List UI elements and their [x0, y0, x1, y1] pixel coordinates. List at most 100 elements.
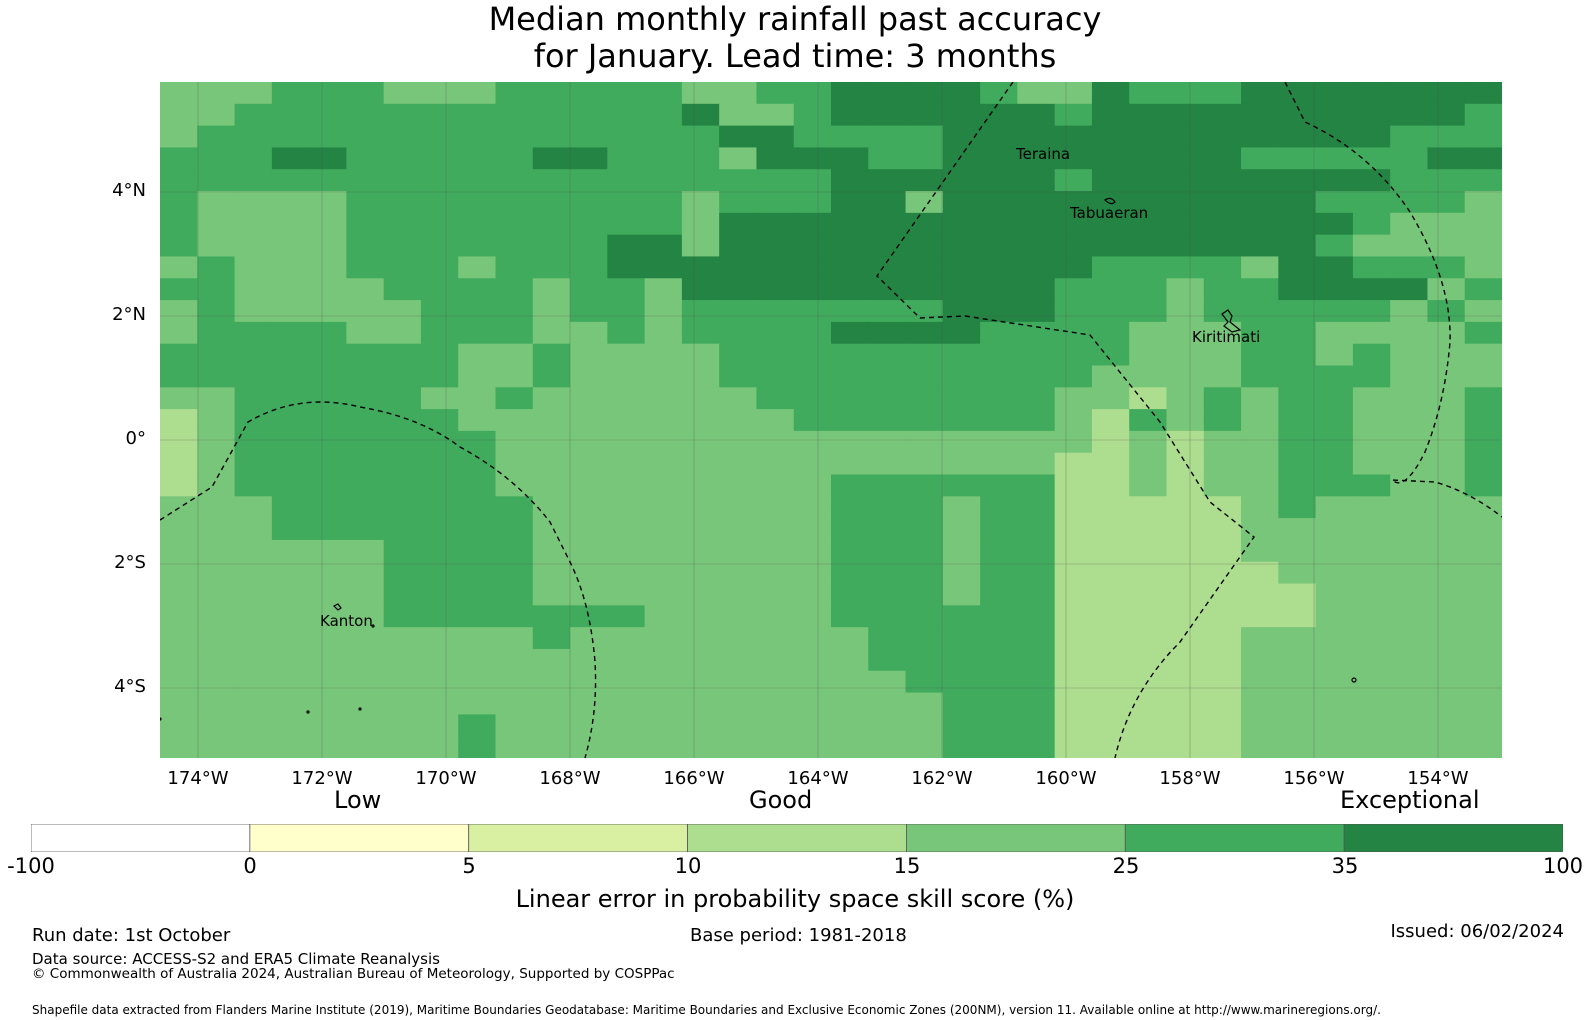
grid-cell [1091, 147, 1130, 170]
grid-cell [197, 496, 236, 519]
grid-cell [831, 736, 869, 758]
grid-cell [532, 212, 571, 236]
grid-cell [1427, 539, 1466, 563]
grid-cell [1352, 321, 1391, 345]
grid-cell [1352, 648, 1391, 672]
grid-cell [1203, 125, 1242, 149]
grid-cell [532, 256, 571, 279]
chart-title-line1: Median monthly rainfall past accuracy [488, 0, 1102, 38]
grid-cell [309, 736, 347, 758]
grid-cell [570, 82, 608, 105]
grid-cell [1315, 452, 1354, 476]
grid-cell [570, 256, 608, 279]
grid-cell [868, 736, 907, 758]
grid-cell [234, 409, 273, 432]
grid-cell [905, 714, 944, 737]
grid-cell [570, 670, 608, 694]
grid-cell [1427, 583, 1466, 606]
grid-cell [309, 300, 347, 323]
grid-cell [831, 212, 869, 236]
grid-cell [458, 300, 497, 323]
grid-cell [271, 300, 310, 323]
grid-cell [234, 474, 273, 497]
grid-cell [495, 103, 534, 127]
grid-cell [458, 605, 497, 628]
grid-cell [420, 365, 459, 388]
grid-cell [1352, 234, 1391, 258]
grid-cell [942, 714, 981, 737]
grid-cell [607, 300, 646, 323]
grid-cell [1352, 474, 1391, 497]
grid-cell [719, 103, 758, 127]
grid-cell [234, 103, 273, 127]
grid-cell [756, 191, 795, 214]
grid-cell [160, 343, 198, 367]
grid-cell [309, 169, 347, 192]
grid-cell [532, 714, 571, 737]
grid-cell [1017, 278, 1056, 301]
grid-cell [681, 583, 720, 606]
grid-cell [458, 234, 497, 258]
grid-cell [495, 191, 534, 214]
grid-cell [756, 343, 795, 367]
grid-cell [271, 234, 310, 258]
grid-cell [1241, 430, 1279, 454]
grid-cell [1054, 496, 1093, 519]
grid-cell [458, 736, 497, 758]
grid-cell [1166, 82, 1205, 105]
grid-cell [309, 321, 347, 345]
grid-cell [1166, 147, 1205, 170]
grid-cell [1129, 321, 1168, 345]
grid-cell [980, 561, 1018, 585]
grid-cell [1017, 234, 1056, 258]
grid-cell [1203, 387, 1242, 410]
colorbar-label-low: Low [334, 786, 382, 814]
grid-cell [1017, 82, 1056, 105]
grid-cell [197, 714, 236, 737]
grid-cell [868, 430, 907, 454]
grid-cell [532, 648, 571, 672]
grid-cell [383, 496, 422, 519]
grid-cell [1166, 670, 1205, 694]
grid-cell [1241, 736, 1279, 758]
grid-cell [1241, 518, 1279, 541]
grid-cell [160, 518, 198, 541]
grid-cell [160, 648, 198, 672]
grid-cell [1017, 387, 1056, 410]
run-date: Run date: 1st October [32, 925, 231, 946]
grid-cell [271, 365, 310, 388]
grid-cell [532, 627, 571, 650]
grid-cell [980, 409, 1018, 432]
grid-cell [1129, 496, 1168, 519]
grid-cell [570, 736, 608, 758]
grid-cell [1278, 321, 1317, 345]
grid-cell [756, 409, 795, 432]
grid-cell [756, 169, 795, 192]
issued-date: Issued: 06/02/2024 [1390, 921, 1564, 942]
grid-cell [271, 343, 310, 367]
grid-cell [1017, 627, 1056, 650]
grid-cell [1129, 736, 1168, 758]
grid-cell [1054, 212, 1093, 236]
grid-cell [607, 125, 646, 149]
grid-cell [458, 518, 497, 541]
grid-cell [1017, 736, 1056, 758]
grid-cell [1427, 82, 1466, 105]
grid-cell [793, 648, 832, 672]
grid-cell [1203, 343, 1242, 367]
grid-cell [234, 605, 273, 628]
grid-cell [346, 147, 385, 170]
grid-cell [458, 670, 497, 694]
grid-cell [271, 278, 310, 301]
grid-cell [681, 496, 720, 519]
grid-cell [607, 256, 646, 279]
grid-cell [1427, 452, 1466, 476]
grid-cell [1278, 300, 1317, 323]
grid-cell [1352, 300, 1391, 323]
grid-cell [719, 714, 758, 737]
grid-cell [1091, 605, 1130, 628]
grid-cell [831, 409, 869, 432]
grid-cell [1091, 692, 1130, 715]
colorbar-segment [468, 824, 688, 852]
grid-cell [942, 191, 981, 214]
